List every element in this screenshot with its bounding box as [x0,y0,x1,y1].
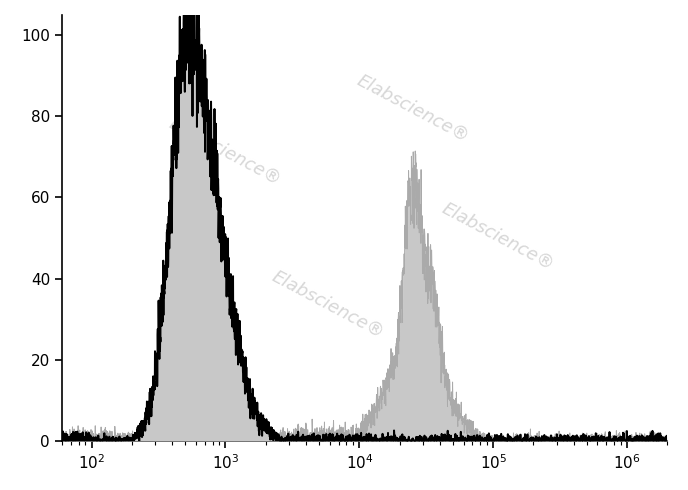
Text: Elabscience®: Elabscience® [269,268,387,342]
Text: Elabscience®: Elabscience® [354,72,472,146]
Text: Elabscience®: Elabscience® [439,199,557,273]
Text: Elabscience®: Elabscience® [166,114,285,188]
